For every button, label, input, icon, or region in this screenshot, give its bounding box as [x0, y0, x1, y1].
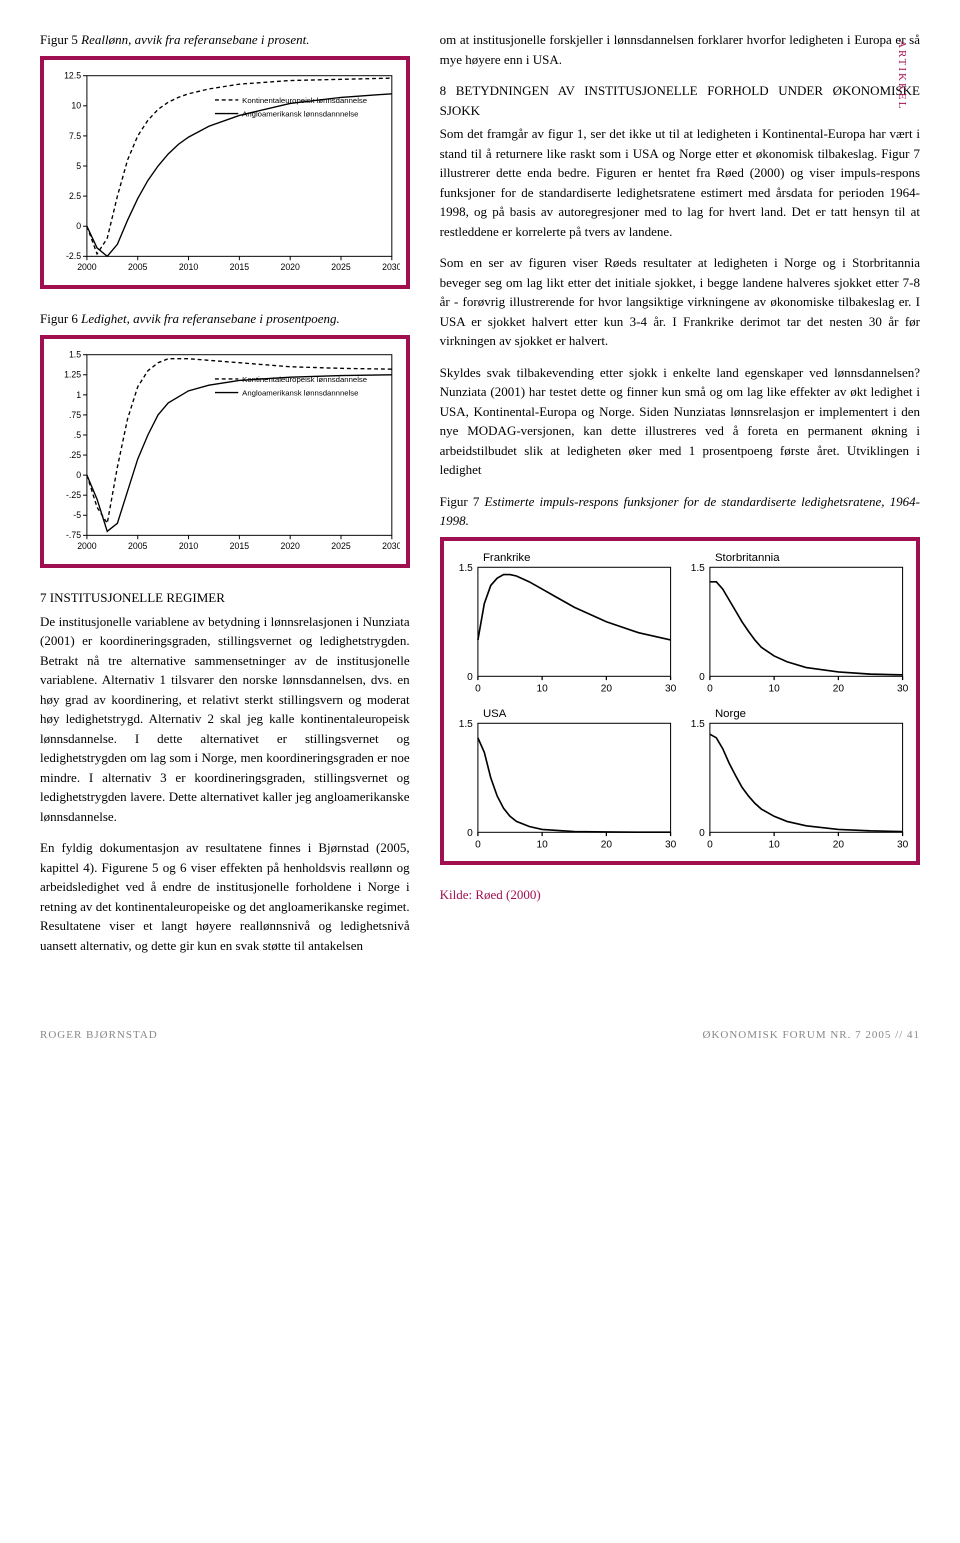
svg-text:2030: 2030 — [382, 261, 399, 271]
left-column: Figur 5 Reallønn, avvik fra referanseban… — [40, 30, 410, 967]
left-para-1: De institusjonelle variablene av betydni… — [40, 612, 410, 827]
svg-text:20: 20 — [833, 839, 845, 850]
fig7-panel: USA 1.5 00 10 20 30 — [450, 703, 678, 855]
svg-text:-.75: -.75 — [66, 530, 81, 540]
svg-text:0: 0 — [699, 828, 705, 839]
svg-text:10: 10 — [536, 839, 548, 850]
svg-text:1.5: 1.5 — [458, 563, 472, 574]
svg-text:20: 20 — [600, 839, 612, 850]
svg-text:0: 0 — [475, 683, 481, 694]
fig5-title: Reallønn, avvik fra referansebane i pros… — [81, 32, 309, 47]
right-para-2: Som det framgår av figur 1, ser det ikke… — [440, 124, 920, 241]
svg-text:0: 0 — [707, 683, 713, 694]
sec8-heading: 8 BETYDNINGEN AV INSTITUSJONELLE FORHOLD… — [440, 81, 920, 120]
svg-text:2000: 2000 — [77, 541, 97, 551]
svg-text:0: 0 — [699, 672, 705, 683]
svg-text:30: 30 — [897, 839, 909, 850]
svg-text:.5: .5 — [74, 430, 81, 440]
svg-text:0: 0 — [707, 839, 713, 850]
right-para-3: Som en ser av figuren viser Røeds result… — [440, 253, 920, 351]
svg-text:2020: 2020 — [280, 261, 300, 271]
svg-text:5: 5 — [76, 160, 81, 170]
fig5-caption: Figur 5 Reallønn, avvik fra referanseban… — [40, 30, 410, 50]
footer-journal: ØKONOMISK FORUM NR. 7 2005 // 41 — [703, 1027, 921, 1044]
fig7-panel: Storbritannia 1.5 00 10 20 30 — [682, 547, 910, 699]
svg-text:1.25: 1.25 — [64, 369, 81, 379]
right-para-4: Skyldes svak tilbakevending etter sjokk … — [440, 363, 920, 480]
article-tag: ARTIKKEL — [894, 40, 911, 110]
right-column: om at institusjonelle forskjeller i lønn… — [440, 30, 920, 967]
svg-text:30: 30 — [897, 683, 909, 694]
fig6-caption: Figur 6 Ledighet, avvik fra referanseban… — [40, 309, 410, 329]
svg-text:1: 1 — [76, 389, 81, 399]
svg-text:Norge: Norge — [715, 708, 746, 720]
svg-text:2025: 2025 — [331, 541, 351, 551]
svg-text:Kontinentaleuropeisk lønnsdann: Kontinentaleuropeisk lønnsdannelse — [242, 95, 367, 104]
svg-text:2005: 2005 — [128, 261, 148, 271]
svg-text:7.5: 7.5 — [69, 130, 81, 140]
svg-text:-2.5: -2.5 — [66, 251, 81, 261]
fig5-num: Figur 5 — [40, 32, 78, 47]
svg-text:20: 20 — [600, 683, 612, 694]
svg-text:2005: 2005 — [128, 541, 148, 551]
right-para-1: om at institusjonelle forskjeller i lønn… — [440, 30, 920, 69]
left-para-2: En fyldig dokumentasjon av resultatene f… — [40, 838, 410, 955]
svg-text:10: 10 — [71, 100, 81, 110]
svg-text:30: 30 — [665, 683, 677, 694]
svg-text:-.25: -.25 — [66, 490, 81, 500]
fig6-num: Figur 6 — [40, 311, 78, 326]
svg-text:0: 0 — [76, 470, 81, 480]
svg-text:2010: 2010 — [179, 541, 199, 551]
fig6-title: Ledighet, avvik fra referansebane i pros… — [81, 311, 340, 326]
svg-text:20: 20 — [833, 683, 845, 694]
page-footer: ROGER BJØRNSTAD ØKONOMISK FORUM NR. 7 20… — [40, 1027, 920, 1044]
fig5-svg: -2.5 0 2.5 5 7.5 10 12.5 2000 2005 2010 2015 2020 20… — [50, 66, 400, 280]
two-column-layout: Figur 5 Reallønn, avvik fra referanseban… — [40, 30, 920, 967]
svg-text:-5: -5 — [73, 510, 81, 520]
page: ARTIKKEL Figur 5 Reallønn, avvik fra ref… — [40, 30, 920, 1044]
svg-text:2015: 2015 — [230, 261, 250, 271]
footer-author: ROGER BJØRNSTAD — [40, 1027, 158, 1044]
svg-text:Storbritannia: Storbritannia — [715, 551, 780, 563]
fig7-panel: Norge 1.5 00 10 20 30 — [682, 703, 910, 855]
svg-text:2.5: 2.5 — [69, 191, 81, 201]
svg-text:2020: 2020 — [280, 541, 300, 551]
fig7-title: Estimerte impuls-respons funksjoner for … — [440, 494, 920, 529]
fig7-source: Kilde: Røed (2000) — [440, 885, 920, 905]
svg-text:1.5: 1.5 — [69, 349, 81, 359]
svg-text:Kontinentaleuropeisk lønnsdann: Kontinentaleuropeisk lønnsdannelse — [242, 375, 367, 384]
svg-text:2000: 2000 — [77, 261, 97, 271]
svg-text:10: 10 — [536, 683, 548, 694]
svg-text:USA: USA — [483, 708, 507, 720]
fig7-panel: Frankrike 1.5 00 10 20 30 — [450, 547, 678, 699]
svg-text:0: 0 — [475, 839, 481, 850]
svg-text:0: 0 — [76, 221, 81, 231]
svg-text:12.5: 12.5 — [64, 70, 81, 80]
svg-text:2030: 2030 — [382, 541, 399, 551]
fig6-chart: -.75 -5 -.25 0 .25 .5 .75 1 1.25 1.5 2000 2005 2010 2… — [40, 335, 410, 569]
fig5-chart: -2.5 0 2.5 5 7.5 10 12.5 2000 2005 2010 2015 2020 20… — [40, 56, 410, 290]
fig7-chart: Frankrike1.500102030Storbritannia1.50010… — [440, 537, 920, 865]
svg-text:2025: 2025 — [331, 261, 351, 271]
sec7-heading: 7 INSTITUSJONELLE REGIMER — [40, 588, 410, 608]
svg-text:2015: 2015 — [230, 541, 250, 551]
svg-text:Angloamerikansk lønnsdannnelse: Angloamerikansk lønnsdannnelse — [242, 388, 358, 397]
svg-text:10: 10 — [768, 839, 780, 850]
svg-text:1.5: 1.5 — [691, 563, 705, 574]
svg-text:30: 30 — [665, 839, 677, 850]
svg-text:1.5: 1.5 — [691, 719, 705, 730]
svg-text:1.5: 1.5 — [458, 719, 472, 730]
fig7-caption: Figur 7 Estimerte impuls-respons funksjo… — [440, 492, 920, 531]
svg-text:Frankrike: Frankrike — [483, 551, 530, 563]
svg-text:2010: 2010 — [179, 261, 199, 271]
svg-text:.25: .25 — [69, 450, 81, 460]
fig7-num: Figur 7 — [440, 494, 480, 509]
svg-text:0: 0 — [467, 828, 473, 839]
svg-text:Angloamerikansk lønnsdannnelse: Angloamerikansk lønnsdannnelse — [242, 109, 358, 118]
svg-text:.75: .75 — [69, 409, 81, 419]
fig6-svg: -.75 -5 -.25 0 .25 .5 .75 1 1.25 1.5 2000 2005 2010 2… — [50, 345, 400, 559]
svg-text:10: 10 — [768, 683, 780, 694]
svg-text:0: 0 — [467, 672, 473, 683]
